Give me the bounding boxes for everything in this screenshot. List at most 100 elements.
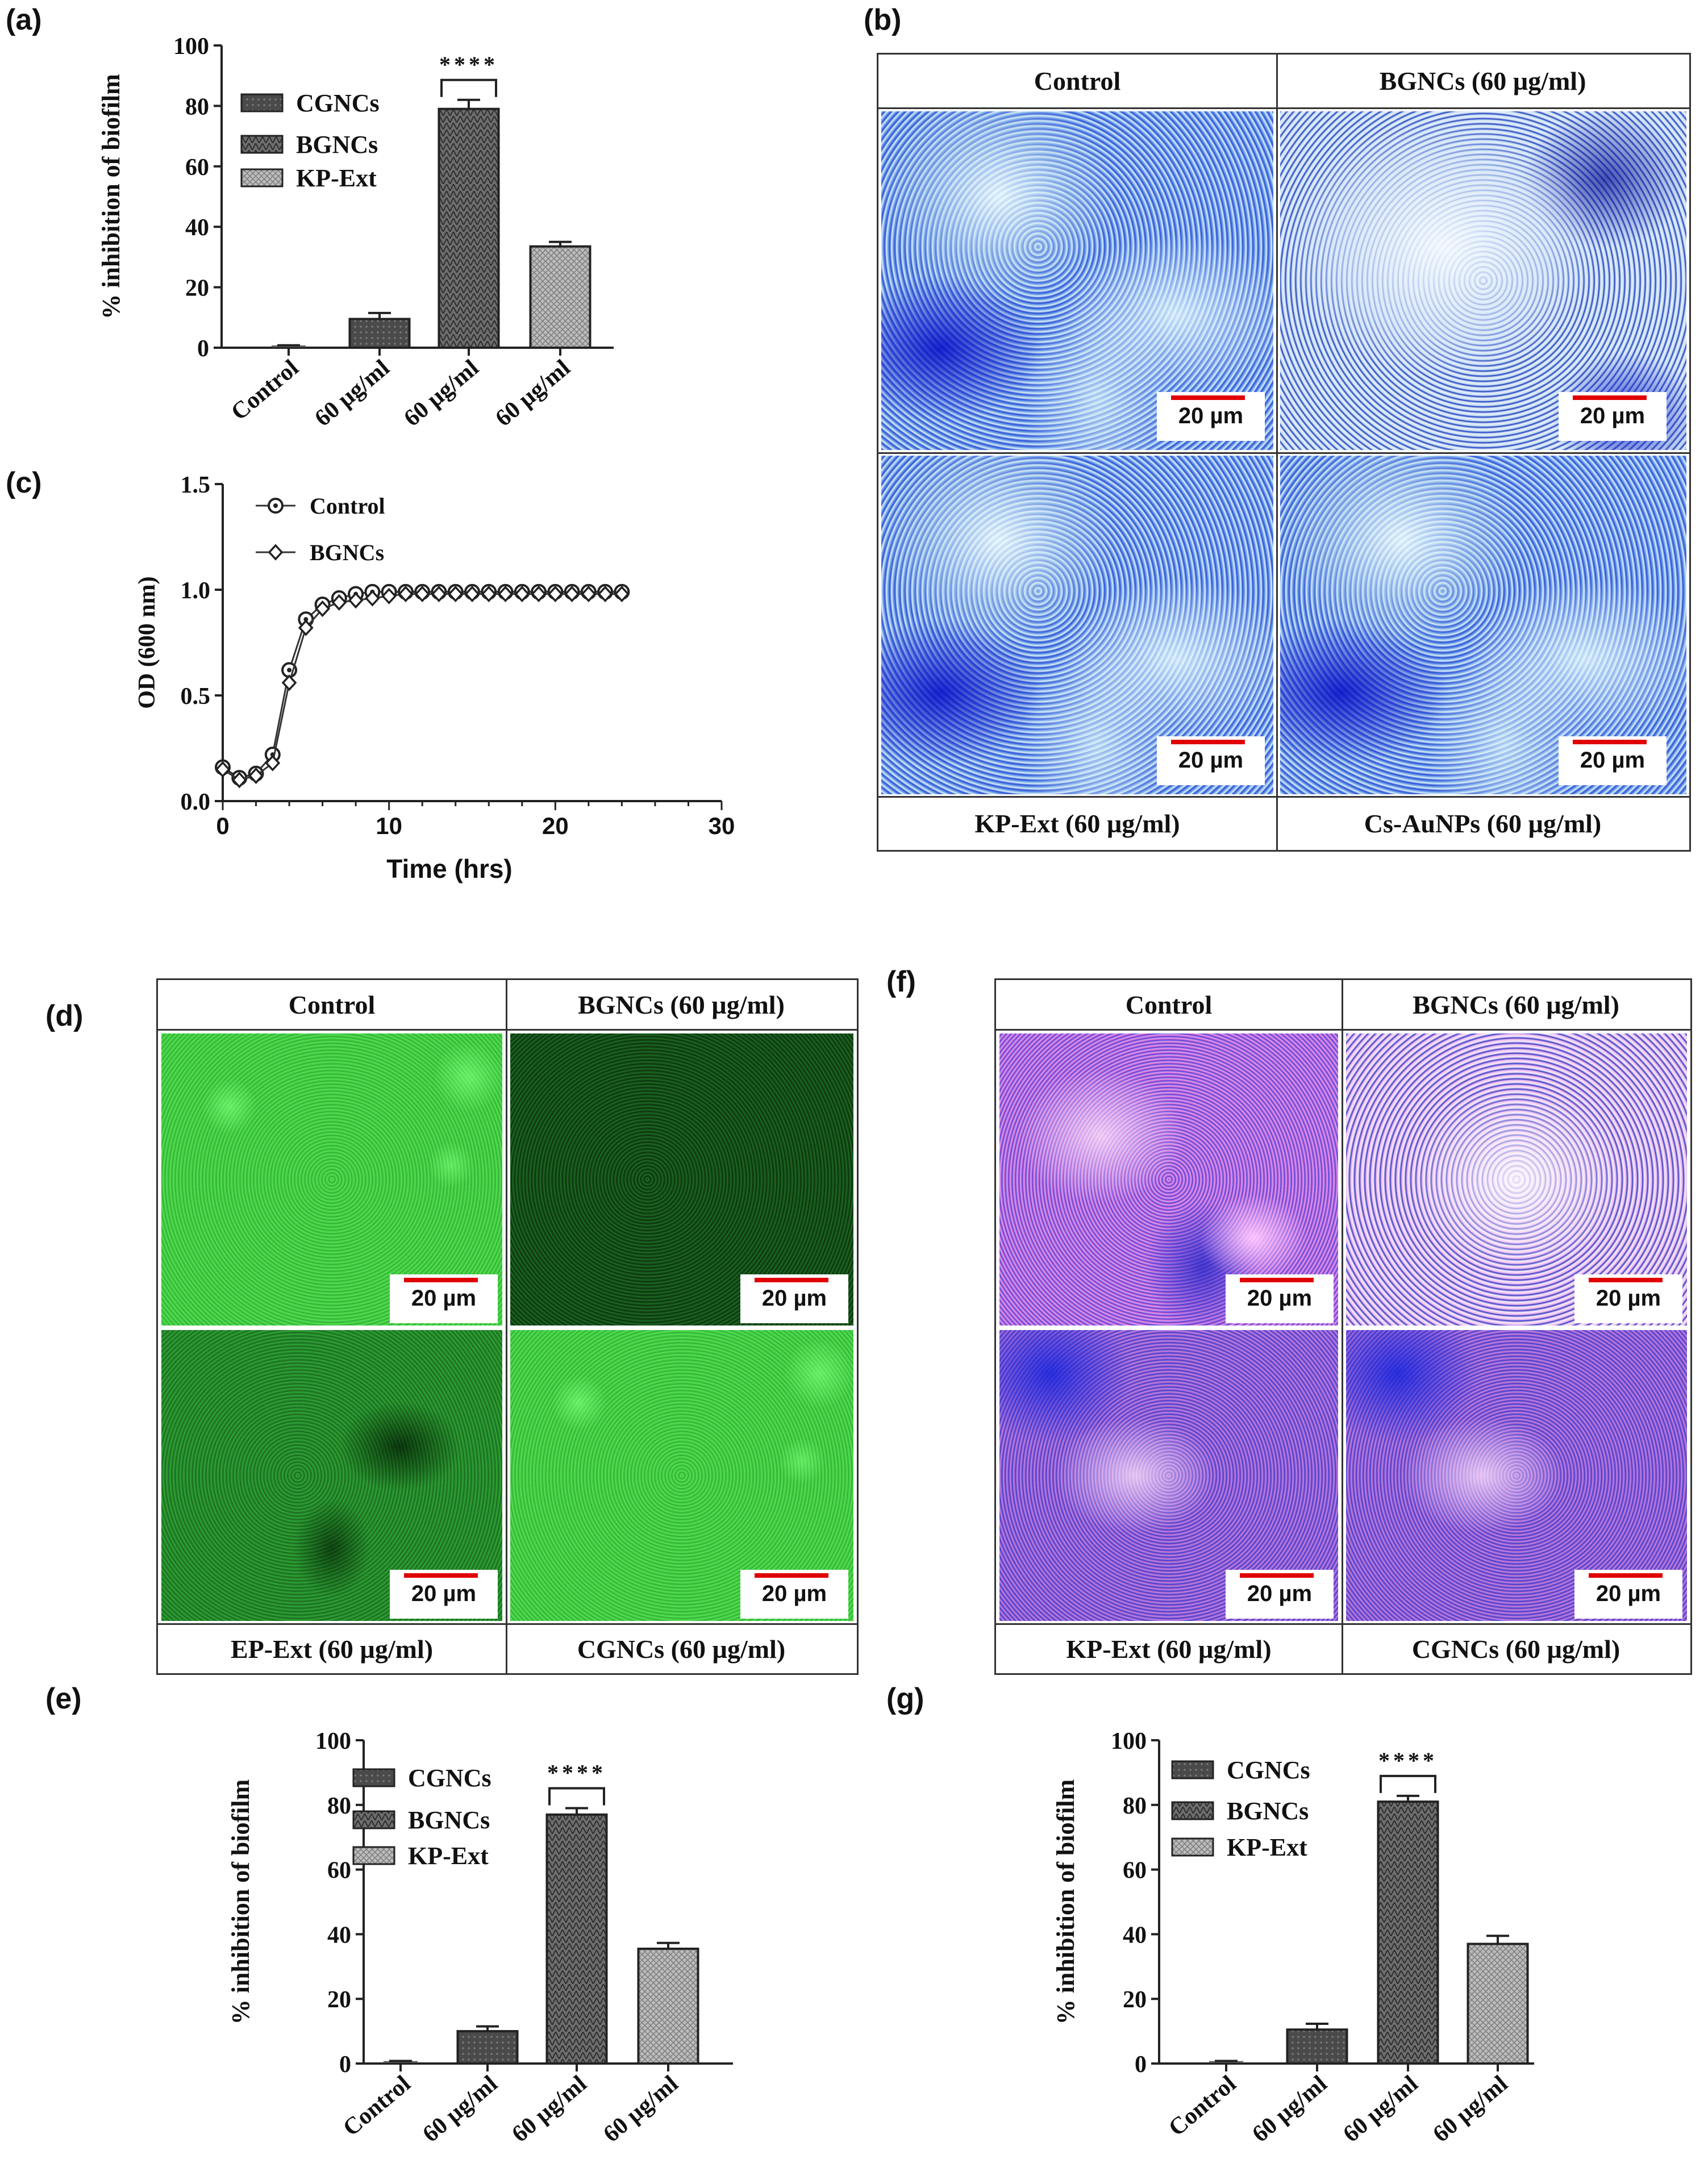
- y-axis-label: OD (600 nm): [134, 576, 160, 708]
- grid-d-bottom-label-0: EP-Ext (60 µg/ml): [230, 1634, 434, 1664]
- micrograph-d-epext: 20 µm: [161, 1330, 502, 1621]
- y-tick-label: 40: [1123, 1922, 1147, 1948]
- y-tick-label: 80: [185, 94, 209, 120]
- scale-label: 20 µm: [1595, 1581, 1661, 1606]
- scale-label: 20 µm: [1247, 1286, 1313, 1311]
- data-point: [248, 767, 264, 784]
- bar: [438, 107, 500, 349]
- data-point-core: [287, 668, 292, 673]
- y-tick-label: 0: [1135, 2052, 1147, 2078]
- scale-label: 20 µm: [1178, 403, 1244, 428]
- y-tick-label: 0.5: [181, 683, 211, 710]
- x-tick-label: 60 µg/ml: [1247, 2070, 1332, 2148]
- scale-label: 20 µm: [1580, 748, 1645, 773]
- grid-f-bottom-label-0: KP-Ext (60 µg/ml): [1066, 1634, 1272, 1664]
- data-point: [315, 600, 330, 618]
- bar-chart-g: 0 20 40 60 80 100 % inhibition of biofilm Contr…: [1052, 1728, 1534, 2148]
- legend-label: CGNCs: [1227, 1756, 1310, 1784]
- x-tick-label: 60 µg/ml: [507, 2070, 591, 2148]
- y-tick-label: 20: [1123, 1987, 1147, 2013]
- data-point: [231, 772, 247, 789]
- series-line: [222, 593, 622, 781]
- bar-chart-a: 0 20 40 60 80 100 % inhibition of biofilm Contr…: [97, 34, 614, 432]
- y-tick-label: 1.5: [181, 472, 211, 498]
- data-point: [381, 587, 397, 605]
- legend-label: Control: [310, 493, 385, 519]
- legend-label: CGNCs: [296, 89, 380, 117]
- y-axis-label: % inhibition of biofilm: [227, 1779, 255, 2025]
- x-tick-label: 10: [376, 812, 402, 839]
- legend-swatch: [240, 135, 284, 154]
- y-tick-label: 80: [327, 1793, 351, 1819]
- y-tick-label: 60: [185, 155, 209, 181]
- grid-d-bottom-label-1: CGNCs (60 µg/ml): [577, 1634, 786, 1664]
- grid-b-bottom-label-1: Cs-AuNPs (60 µg/ml): [1364, 809, 1602, 838]
- data-point: [414, 585, 430, 603]
- bar: [1286, 2028, 1348, 2065]
- bar: [1467, 1943, 1529, 2065]
- data-point: [531, 585, 547, 603]
- significance-bracket: [440, 78, 497, 97]
- panel-label-g: (g): [886, 1682, 924, 1715]
- micrograph-b-control: 20 µm: [881, 111, 1273, 450]
- y-tick-label: 40: [327, 1922, 351, 1948]
- data-point-core: [303, 617, 309, 622]
- legend-label: BGNCs: [310, 540, 384, 565]
- data-point: [564, 585, 580, 603]
- micrograph-b-csaunps: 20 µm: [1280, 456, 1686, 794]
- line-chart-c: 0.0 0.5 1.0 1.5 0 10 20 30 Time (hrs) OD (600 nm)…: [134, 472, 735, 883]
- scale-label: 20 µm: [761, 1581, 827, 1606]
- data-point: [448, 585, 464, 603]
- scale-label: 20 µm: [1247, 1581, 1313, 1606]
- x-tick-label: 60 µg/ml: [418, 2070, 502, 2148]
- scale-label: 20 µm: [411, 1581, 477, 1606]
- grid-b-top-label-1: BGNCs (60 µg/ml): [1379, 66, 1586, 95]
- micrograph-f-bgncs: 20 µm: [1346, 1033, 1687, 1325]
- micrograph-d-bgncs: 20 µm: [510, 1033, 853, 1325]
- data-point: [614, 585, 630, 603]
- micrograph-f-kpext: 20 µm: [999, 1330, 1338, 1621]
- y-tick-label: 0: [197, 336, 209, 362]
- grid-f-bottom-label-1: CGNCs (60 µg/ml): [1411, 1634, 1620, 1664]
- panel-label-f: (f): [886, 965, 916, 998]
- data-point: [365, 590, 380, 607]
- x-tick-label: 60 µg/ml: [1338, 2070, 1423, 2148]
- legend-label: BGNCs: [1227, 1797, 1309, 1825]
- data-point: [398, 585, 414, 603]
- legend-swatch: [352, 1810, 395, 1829]
- y-tick-label: 20: [185, 276, 209, 302]
- micrograph-d-control: 20 µm: [161, 1033, 502, 1325]
- legend-swatch: [240, 93, 284, 112]
- data-point: [331, 594, 347, 611]
- micrograph-grid-b: Control BGNCs (60 µg/ml) KP-Ext (60 µg/m…: [877, 53, 1691, 852]
- y-tick-label: 0.0: [181, 789, 211, 815]
- legend-label: CGNCs: [408, 1764, 491, 1792]
- x-tick-label: Control: [1164, 2070, 1241, 2141]
- micrograph-f-control: 20 µm: [999, 1033, 1338, 1325]
- x-tick-label: 60 µg/ml: [399, 355, 484, 432]
- data-point: [514, 585, 530, 603]
- bar: [637, 1948, 699, 2065]
- y-tick-label: 100: [315, 1728, 351, 1754]
- y-tick-label: 40: [185, 215, 209, 241]
- micrograph-d-cgncs: 20 µm: [510, 1330, 853, 1621]
- legend-marker-core: [273, 503, 278, 508]
- legend-swatch: [1171, 1760, 1214, 1779]
- legend-swatch: [352, 1846, 395, 1865]
- data-point: [597, 585, 613, 603]
- grid-b-top-label-0: Control: [1034, 66, 1121, 95]
- panel-label-a: (a): [6, 3, 42, 36]
- legend-swatch: [240, 168, 284, 187]
- panel-label-d: (d): [45, 999, 84, 1032]
- x-tick-label: 0: [216, 812, 229, 839]
- significance-bracket: [548, 1787, 605, 1806]
- grid-f-top-label-1: BGNCs (60 µg/ml): [1413, 990, 1619, 1019]
- y-tick-label: 1.0: [181, 578, 211, 604]
- significance-label: ****: [439, 52, 498, 77]
- x-tick-label: 60 µg/ml: [490, 355, 575, 432]
- data-point: [481, 585, 497, 603]
- y-tick-label: 80: [1123, 1793, 1147, 1819]
- bar-chart-e: 0 20 40 60 80 100 % inhibition of biofilm Contr…: [227, 1728, 733, 2148]
- x-axis-label: Time (hrs): [386, 854, 513, 883]
